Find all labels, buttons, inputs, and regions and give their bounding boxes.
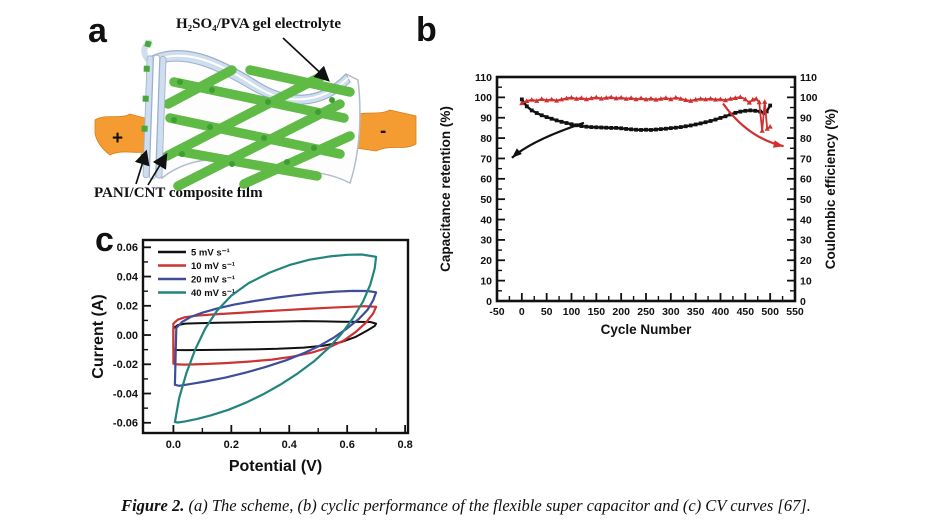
svg-text:110: 110: [475, 72, 492, 84]
svg-text:40: 40: [480, 214, 492, 226]
svg-text:200: 200: [612, 306, 630, 318]
cv-curves-chart: 0.0 0.2 0.4 0.6 0.8 -0.06 -0.04 -0.02 0.00 0.02 0.…: [90, 238, 413, 475]
plus-sign: +: [112, 128, 123, 149]
svg-text:0.4: 0.4: [282, 439, 298, 451]
composite-mesh: [162, 65, 355, 191]
svg-text:10: 10: [480, 275, 492, 287]
svg-text:500: 500: [761, 306, 779, 318]
svg-text:90: 90: [800, 113, 812, 125]
svg-text:0.0: 0.0: [166, 439, 181, 451]
svg-text:20 mV s⁻¹: 20 mV s⁻¹: [191, 275, 235, 286]
caption-prefix: Figure 2.: [121, 496, 185, 515]
supercapacitor-schematic: + -: [94, 37, 417, 191]
svg-text:40 mV s⁻¹: 40 mV s⁻¹: [191, 288, 235, 299]
caption-text: (a) The scheme, (b) cyclic performance o…: [184, 496, 811, 515]
svg-text:50: 50: [800, 194, 812, 206]
electrolyte-label: H₂SO₄/PVA gel electrolyte: [176, 16, 342, 32]
svg-text:50: 50: [541, 306, 553, 318]
svg-text:10 mV s⁻¹: 10 mV s⁻¹: [191, 261, 235, 272]
svg-text:-0.04: -0.04: [113, 388, 139, 400]
svg-text:30: 30: [480, 235, 492, 247]
svg-text:110: 110: [800, 72, 817, 84]
svg-text:400: 400: [712, 306, 730, 318]
svg-text:0: 0: [486, 296, 492, 308]
svg-text:-0.06: -0.06: [113, 418, 138, 430]
svg-text:0: 0: [519, 306, 525, 318]
svg-text:Coulombic efficiency (%): Coulombic efficiency (%): [823, 109, 838, 270]
film-label: PANI/CNT composite film: [94, 185, 263, 201]
svg-text:250: 250: [637, 306, 655, 318]
composite-film-strip: [140, 54, 167, 180]
svg-text:10: 10: [800, 275, 812, 287]
svg-text:60: 60: [800, 174, 812, 186]
svg-text:0.00: 0.00: [117, 330, 138, 342]
svg-text:0.8: 0.8: [397, 439, 412, 451]
svg-text:90: 90: [480, 113, 492, 125]
svg-text:70: 70: [800, 153, 812, 165]
svg-text:20: 20: [800, 255, 812, 267]
svg-text:0.04: 0.04: [117, 271, 139, 283]
svg-text:5 mV s⁻¹: 5 mV s⁻¹: [191, 248, 230, 259]
svg-text:Capacitance retention (%): Capacitance retention (%): [438, 106, 453, 272]
svg-text:Potential (V): Potential (V): [229, 458, 322, 475]
mesh-knots: [171, 79, 335, 167]
svg-text:20: 20: [480, 255, 492, 267]
svg-text:0.2: 0.2: [224, 439, 239, 451]
svg-text:150: 150: [588, 306, 606, 318]
svg-text:50: 50: [480, 194, 492, 206]
svg-text:0.06: 0.06: [117, 242, 138, 254]
svg-text:80: 80: [480, 133, 492, 145]
svg-text:100: 100: [563, 306, 581, 318]
svg-text:Cycle Number: Cycle Number: [601, 322, 693, 337]
positive-electrode: +: [94, 113, 153, 156]
schematic-arrows: [134, 37, 330, 186]
panel-c-letter: c: [95, 221, 114, 259]
negative-electrode: -: [353, 109, 417, 152]
svg-text:70: 70: [480, 153, 492, 165]
svg-text:Current (A): Current (A): [90, 294, 107, 378]
minus-sign: -: [380, 121, 386, 142]
svg-text:-50: -50: [489, 306, 504, 318]
svg-text:100: 100: [474, 92, 492, 104]
svg-text:0.02: 0.02: [117, 301, 138, 313]
svg-text:300: 300: [662, 306, 680, 318]
figure-caption: Figure 2. (a) The scheme, (b) cyclic per…: [0, 496, 932, 516]
svg-text:-0.02: -0.02: [113, 359, 138, 371]
svg-text:80: 80: [800, 133, 812, 145]
svg-text:40: 40: [800, 214, 812, 226]
svg-text:350: 350: [687, 306, 705, 318]
svg-text:30: 30: [800, 235, 812, 247]
svg-text:60: 60: [480, 174, 492, 186]
panel-a-letter: a: [88, 12, 107, 50]
panel-b-letter: b: [416, 11, 437, 49]
svg-text:100: 100: [800, 92, 818, 104]
svg-text:450: 450: [737, 306, 755, 318]
svg-text:550: 550: [786, 306, 804, 318]
svg-text:0.6: 0.6: [340, 439, 355, 451]
svg-text:0: 0: [800, 296, 806, 308]
